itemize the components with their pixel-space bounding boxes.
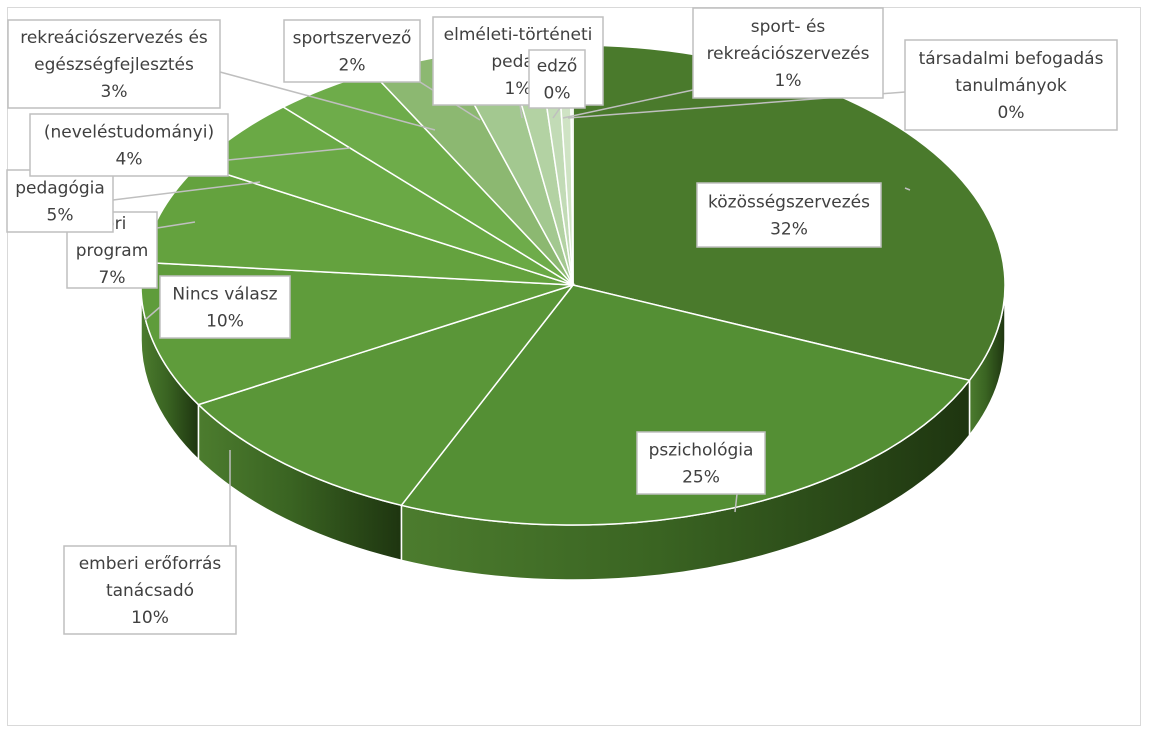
data-label-percent: 7% xyxy=(99,268,126,288)
label-leader-line xyxy=(227,147,351,161)
label-leader-line xyxy=(552,107,561,119)
data-label-box xyxy=(696,182,882,248)
data-label-category: Nincs válasz xyxy=(172,285,277,305)
data-label-percent: 5% xyxy=(47,206,74,226)
data-label-category: közösségszervezés xyxy=(708,193,870,213)
label-leader-line xyxy=(519,104,523,119)
data-label-box xyxy=(159,275,291,339)
data-label-box xyxy=(7,19,221,109)
label-leader-line xyxy=(144,306,161,321)
data-label-percent: 1% xyxy=(505,79,532,99)
data-label-category: program xyxy=(76,241,149,261)
data-label-category: emberi erőforrás xyxy=(79,554,222,574)
data-label-percent: 0% xyxy=(998,103,1025,123)
data-label-category: pszichológia xyxy=(649,441,754,461)
data-label-box xyxy=(528,49,586,109)
label-leader-line xyxy=(156,221,196,229)
data-label-category: edző xyxy=(537,57,578,77)
data-label-category: társadalmi befogadás xyxy=(919,49,1104,69)
data-label-category: egészségfejlesztés xyxy=(34,55,194,75)
data-label-category: elméleti-történeti xyxy=(444,25,593,45)
data-label-percent: 0% xyxy=(544,84,571,104)
data-label-percent: 10% xyxy=(131,608,169,628)
data-label-box xyxy=(29,113,229,177)
data-label-box xyxy=(6,169,114,233)
data-label-percent: 32% xyxy=(770,220,808,240)
label-leader-line xyxy=(112,181,261,201)
data-label-category: sportszervező xyxy=(293,29,412,49)
data-label-percent: 10% xyxy=(206,312,244,332)
data-label-percent: 4% xyxy=(116,150,143,170)
data-label-category: rekreációszervezés xyxy=(707,44,870,64)
data-label-category: sport- és xyxy=(751,17,826,37)
pie-slice xyxy=(400,284,971,526)
data-label-category: tanulmányok xyxy=(955,76,1067,96)
data-label-percent: 1% xyxy=(775,71,802,91)
data-label-percent: 3% xyxy=(101,82,128,102)
label-leader-line xyxy=(904,187,911,191)
data-label-percent: 25% xyxy=(682,468,720,488)
data-label-category: (neveléstudományi) xyxy=(44,123,214,143)
pie-slice xyxy=(196,283,576,507)
label-leader-line xyxy=(562,89,694,119)
label-leader-line xyxy=(219,71,436,131)
data-label-box xyxy=(283,19,421,83)
data-label-box xyxy=(692,7,884,99)
data-label-category: rekreációszervezés és xyxy=(20,28,208,48)
data-label-category: tanácsadó xyxy=(106,581,194,601)
label-leader-line xyxy=(734,493,738,513)
data-label-percent: 2% xyxy=(339,56,366,76)
data-label-box xyxy=(63,545,237,635)
chart-area xyxy=(7,7,1141,726)
data-label-box xyxy=(636,431,766,495)
data-label-box xyxy=(904,39,1118,131)
data-label-category: pedagógia xyxy=(15,179,105,199)
